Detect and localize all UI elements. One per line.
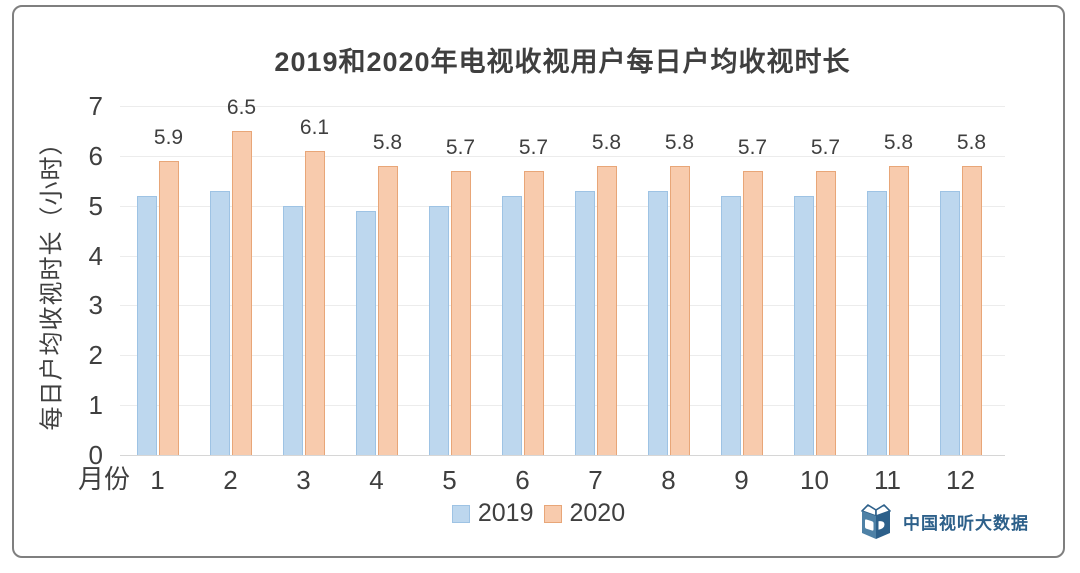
y-axis-title-wrap: 每日户均收视时长（小时） xyxy=(34,106,66,455)
legend-swatch-2019 xyxy=(451,504,470,523)
bar-2020 xyxy=(377,165,398,455)
y-tick-label: 1 xyxy=(88,390,103,421)
data-label: 5.7 xyxy=(810,135,841,159)
gridline xyxy=(120,205,1005,207)
bar-2019 xyxy=(209,190,230,455)
legend-label-2019: 2019 xyxy=(477,499,534,527)
x-axis-label: 月份 xyxy=(78,464,131,494)
data-label: 5.8 xyxy=(956,130,987,154)
bar-2020 xyxy=(450,170,471,455)
bar-group xyxy=(939,165,982,455)
x-tick-label: 7 xyxy=(588,465,603,495)
gridline xyxy=(120,255,1005,257)
x-tick-label: 3 xyxy=(296,465,311,495)
data-label: 6.1 xyxy=(299,115,330,139)
x-tick-label: 11 xyxy=(874,465,901,495)
data-label: 5.7 xyxy=(445,135,476,159)
data-label: 5.7 xyxy=(518,135,549,159)
bar-2020 xyxy=(304,150,325,455)
data-label: 5.8 xyxy=(591,130,622,154)
y-tick-label: 6 xyxy=(88,140,103,171)
bar-2020 xyxy=(961,165,982,455)
y-tick-label: 4 xyxy=(88,240,103,271)
bar-group xyxy=(574,165,617,455)
data-label: 5.8 xyxy=(372,130,403,154)
bar-2019 xyxy=(866,190,887,455)
x-tick-label: 10 xyxy=(800,465,829,495)
x-tick-label: 5 xyxy=(442,465,457,495)
bar-2019 xyxy=(428,205,449,455)
bar-2019 xyxy=(501,195,522,455)
bar-2020 xyxy=(669,165,690,455)
data-label: 5.7 xyxy=(737,135,768,159)
bar-2020 xyxy=(523,170,544,455)
plot-area: 0 1 2 3 4 5 6 7 5.9 1 6.5 2 6.1 3 5.8 4 5.7 5 5.7 6 5.8 7 5.8 8… xyxy=(89,93,1005,493)
legend: 2019 2020 xyxy=(14,501,1063,526)
bar-group xyxy=(720,170,763,455)
y-tick-label: 7 xyxy=(88,91,103,121)
gridline xyxy=(120,355,1005,357)
bar-2019 xyxy=(355,210,376,455)
bar-group xyxy=(282,150,325,455)
bar-2020 xyxy=(596,165,617,455)
data-label: 5.8 xyxy=(664,130,695,154)
y-tick-label: 5 xyxy=(88,190,103,221)
bar-2020 xyxy=(231,130,252,455)
bar-2019 xyxy=(574,190,595,455)
legend-item-2020: 2020 xyxy=(543,499,626,527)
y-tick-label: 2 xyxy=(88,340,103,371)
bar-group xyxy=(209,130,252,455)
chart-title: 2019和2020年电视收视用户每日户均收视时长 xyxy=(274,47,851,77)
gridline xyxy=(120,405,1005,407)
y-tick-label: 0 xyxy=(88,440,103,470)
gridline xyxy=(120,155,1005,157)
legend-label-2020: 2020 xyxy=(569,499,626,527)
x-tick-label: 6 xyxy=(515,465,530,495)
x-axis-line xyxy=(120,455,1005,456)
bar-group xyxy=(136,160,179,455)
bar-group xyxy=(501,170,544,455)
x-tick-label: 2 xyxy=(223,465,238,495)
brand-text: 中国视听大数据 xyxy=(903,514,1029,533)
bar-2019 xyxy=(793,195,814,455)
bar-2019 xyxy=(939,190,960,455)
bar-group xyxy=(647,165,690,455)
x-tick-label: 4 xyxy=(369,465,384,495)
data-label: 6.5 xyxy=(226,95,257,119)
x-tick-label: 8 xyxy=(661,465,676,495)
y-tick-label: 3 xyxy=(88,290,103,321)
data-label: 5.9 xyxy=(153,125,184,149)
bar-2020 xyxy=(815,170,836,455)
brand-logo: 中国视听大数据 xyxy=(859,503,1029,540)
x-tick-label: 12 xyxy=(946,465,975,495)
bar-group xyxy=(793,170,836,455)
bar-group xyxy=(866,165,909,455)
bar-group xyxy=(428,170,471,455)
legend-swatch-2020 xyxy=(543,504,562,523)
chart-card: 2019和2020年电视收视用户每日户均收视时长 每日户均收视时长（小时） 0 1… xyxy=(12,5,1065,558)
gridline xyxy=(120,106,1005,107)
bar-2019 xyxy=(136,195,157,455)
bar-2019 xyxy=(282,205,303,455)
legend-item-2019: 2019 xyxy=(451,499,534,527)
cube-book-icon xyxy=(861,504,891,539)
data-label: 5.8 xyxy=(883,130,914,154)
y-axis-title: 每日户均收视时长（小时） xyxy=(38,130,66,431)
bar-group xyxy=(355,165,398,455)
bar-2020 xyxy=(888,165,909,455)
bar-2019 xyxy=(720,195,741,455)
x-tick-label: 9 xyxy=(734,465,749,495)
bar-2020 xyxy=(158,160,179,455)
bar-2020 xyxy=(742,170,763,455)
bar-2019 xyxy=(647,190,668,455)
x-tick-label: 1 xyxy=(150,465,165,495)
gridline xyxy=(120,305,1005,307)
